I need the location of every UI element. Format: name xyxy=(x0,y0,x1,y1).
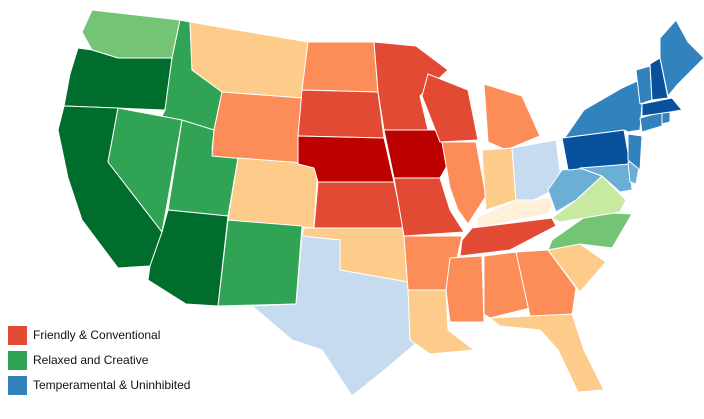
state-sd xyxy=(298,90,384,138)
legend-item-temperamental-uninhibited: Temperamental & Uninhibited xyxy=(8,374,190,396)
state-fl xyxy=(490,314,604,392)
legend-label: Friendly & Conventional xyxy=(33,328,160,342)
state-nd xyxy=(302,42,378,92)
legend-swatch xyxy=(8,326,27,345)
state-ms xyxy=(446,256,484,322)
state-wy xyxy=(212,92,302,164)
state-ny xyxy=(562,78,644,138)
state-mi xyxy=(484,84,540,150)
state-co xyxy=(228,158,318,228)
legend-item-relaxed-creative: Relaxed and Creative xyxy=(8,349,190,371)
legend-label: Relaxed and Creative xyxy=(33,353,148,367)
state-in xyxy=(482,148,516,210)
legend-swatch xyxy=(8,376,27,395)
legend-item-friendly-conventional: Friendly & Conventional xyxy=(8,324,190,346)
state-nm xyxy=(218,220,302,306)
map-legend: Friendly & Conventional Relaxed and Crea… xyxy=(8,324,190,399)
state-ri xyxy=(662,112,670,124)
state-ks xyxy=(314,182,404,228)
legend-label: Temperamental & Uninhibited xyxy=(33,378,190,392)
legend-swatch xyxy=(8,351,27,370)
state-me xyxy=(660,20,704,96)
state-wa xyxy=(82,10,180,58)
